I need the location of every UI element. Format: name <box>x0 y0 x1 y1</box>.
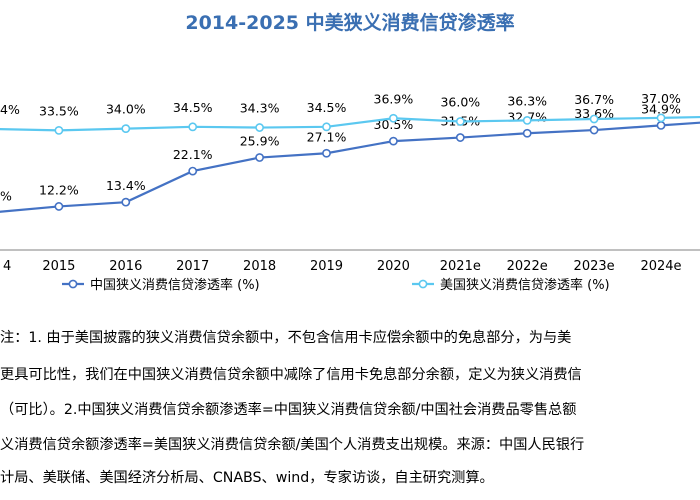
data-label: 36.3% <box>507 93 547 108</box>
data-label: % <box>0 189 12 204</box>
x-tick-label: 2017 <box>176 259 209 274</box>
data-point <box>54 202 64 211</box>
data-label: 4% <box>0 102 20 117</box>
data-point <box>455 133 465 142</box>
legend-marker <box>68 279 78 289</box>
chart-title: 2014-2025 中美狭义消费信贷渗透率 <box>185 12 515 34</box>
data-label: 33.5% <box>39 103 79 118</box>
data-label: 36.0% <box>440 94 480 109</box>
data-point <box>589 114 599 124</box>
data-label: 27.1% <box>307 129 347 144</box>
data-point <box>322 148 331 158</box>
legend: 中国狭义消费信贷渗透率 (%) 美国狭义消费信贷渗透率 (%) <box>62 277 610 293</box>
data-label: 36.9% <box>374 91 414 106</box>
legend-marker <box>418 279 428 289</box>
data-label: 34.3% <box>240 101 280 116</box>
footnote-line-2: 更具可比性，我们在中国狭义消费信贷余额中减除了信用卡免息部分余额，定义为狭义消费… <box>0 367 582 383</box>
x-tick-label: 4 <box>3 259 11 274</box>
data-label: 34.0% <box>106 102 146 117</box>
x-tick-label: 2023e <box>574 259 615 274</box>
data-label: 30.5% <box>374 117 414 132</box>
data-point <box>522 116 532 125</box>
data-point <box>322 122 331 132</box>
data-point <box>121 124 131 134</box>
series-layer: %12.2%13.4%22.1%25.9%27.1%30.5%31.5%32.7… <box>0 91 700 213</box>
x-tick-label: 2016 <box>109 259 142 274</box>
x-tick-label: 2021e <box>440 259 481 274</box>
line-chart: 4 2015 2016 2017 2018 2019 2020 2021e 2022e 2023e… <box>0 91 700 293</box>
data-point <box>54 126 64 135</box>
data-label: 22.1% <box>173 147 213 162</box>
data-point <box>255 153 264 162</box>
data-label: 34.5% <box>173 100 213 115</box>
legend-label: 美国狭义消费信贷渗透率 (%) <box>440 277 610 293</box>
footnote-line-1: 注：1. 由于美国披露的狭义消费信贷余额中，不包含信用卡应偿余额中的免息部分，为… <box>0 330 572 346</box>
series-line <box>0 121 700 213</box>
data-point <box>589 125 599 135</box>
x-tick-label: 2024e <box>640 259 681 274</box>
series-line <box>0 115 700 132</box>
data-label: 36.7% <box>574 92 614 107</box>
data-label: 13.4% <box>106 178 146 193</box>
data-label: 37.0% <box>641 91 681 106</box>
footnote-line-5: 计局、美联储、美国经济分析局、CNABS、wind，专家访谈，自主研究测算。 <box>0 470 494 486</box>
data-label: 33.6% <box>574 106 614 121</box>
data-point <box>522 128 532 138</box>
data-point <box>121 197 131 207</box>
footnote-line-4: 义消费信贷余额渗透率=美国狭义消费信贷余额/美国个人消费支出规模。来源：中国人民… <box>0 437 585 453</box>
data-label: 12.2% <box>39 182 79 197</box>
x-tick-label: 2020 <box>377 259 410 274</box>
legend-item-usa: 美国狭义消费信贷渗透率 (%) <box>412 277 610 293</box>
legend-label: 中国狭义消费信贷渗透率 (%) <box>90 277 260 293</box>
data-point <box>255 123 264 132</box>
series-usa: 4% 33.5% 34.0% 34.5% 34.3% 34.5% 36.9% 36.0% 36.… <box>0 91 700 135</box>
footnote-line-3: （可比）。2.中国狭义消费信贷余额渗透率=中国狭义消费信贷余额/中国社会消费品零… <box>0 402 577 418</box>
data-point <box>455 117 465 126</box>
data-point <box>656 121 666 130</box>
data-label: 34.5% <box>307 100 347 115</box>
x-tick-label: 2015 <box>42 259 75 274</box>
legend-item-china: 中国狭义消费信贷渗透率 (%) <box>62 277 260 293</box>
data-label: 34.9% <box>641 101 681 116</box>
data-point <box>188 166 198 176</box>
data-point <box>656 113 666 123</box>
data-point <box>188 122 198 132</box>
x-tick-label: 2019 <box>310 259 343 274</box>
x-tick-label: 2018 <box>243 259 276 274</box>
series-china: %12.2%13.4%22.1%25.9%27.1%30.5%31.5%32.7… <box>0 101 700 213</box>
data-point <box>388 113 398 123</box>
data-point <box>388 136 398 146</box>
data-label: 25.9% <box>240 134 280 149</box>
axis-layer: 4 2015 2016 2017 2018 2019 2020 2021e 2022e 2023e… <box>0 249 700 274</box>
x-tick-label: 2022e <box>507 259 548 274</box>
